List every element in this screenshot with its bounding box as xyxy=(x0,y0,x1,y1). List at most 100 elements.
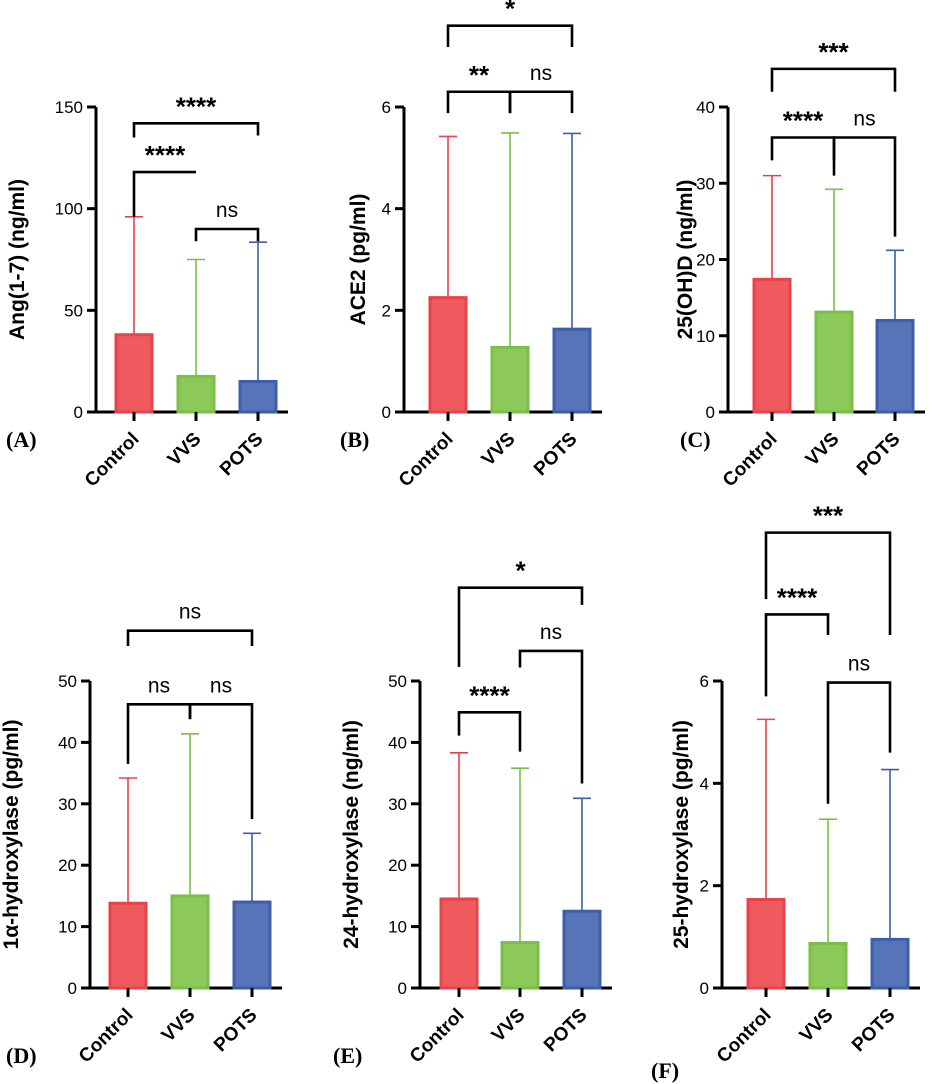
y-tick-label: 4 xyxy=(700,774,709,793)
panel-label: (B) xyxy=(340,427,369,452)
y-tick-label: 30 xyxy=(58,795,77,814)
panel-label: (C) xyxy=(680,427,711,452)
bar-pots[interactable] xyxy=(870,937,910,990)
significance-label: ns xyxy=(853,108,875,131)
panel-label: (A) xyxy=(6,427,37,452)
category-label-control: Control xyxy=(406,1005,469,1068)
significance-bracket xyxy=(764,613,830,697)
bar-control[interactable] xyxy=(108,901,148,990)
y-axis-label: ACE2 (pg/ml) xyxy=(347,194,370,326)
category-label-control: Control xyxy=(395,429,458,492)
bar-vvs[interactable] xyxy=(808,941,848,990)
significance-label: ns xyxy=(210,674,232,697)
bar-vvs[interactable] xyxy=(814,310,854,414)
chart-panel-d: 0 10 20 30 40 50 1α-hydroxylase (pg/ml) Control… xyxy=(0,601,282,1068)
significance-bracket xyxy=(194,227,260,242)
y-tick-label: 0 xyxy=(74,403,83,422)
significance-label: **** xyxy=(783,106,824,136)
y-tick-label: 50 xyxy=(388,672,407,691)
significance-bracket xyxy=(132,170,196,217)
bar-vvs[interactable] xyxy=(500,941,540,990)
significance-bracket xyxy=(126,703,192,764)
y-tick-label: 40 xyxy=(388,733,407,752)
bar-pots[interactable] xyxy=(232,900,272,990)
y-tick-label: 20 xyxy=(58,856,77,875)
y-tick-label: 10 xyxy=(58,918,77,937)
y-axis-label: 1α-hydroxylase (pg/ml) xyxy=(0,720,23,950)
y-axis-label: Ang(1-7) (ng/ml) xyxy=(6,179,29,340)
y-axis-label: 25-hydroxylase (pg/ml) xyxy=(670,720,693,949)
bar-vvs[interactable] xyxy=(170,894,210,990)
category-label-vvs: VVS xyxy=(158,1005,200,1047)
y-tick-label: 50 xyxy=(58,672,77,691)
bar-control[interactable] xyxy=(752,277,792,414)
y-tick-label: 6 xyxy=(382,98,391,117)
significance-label: ns xyxy=(179,601,201,624)
category-label-vvs: VVS xyxy=(164,429,206,471)
y-tick-label: 0 xyxy=(398,979,407,998)
significance-bracket xyxy=(457,711,522,752)
category-label-control: Control xyxy=(719,429,782,492)
significance-label: **** xyxy=(777,582,818,612)
y-tick-label: 0 xyxy=(700,979,709,998)
bar-control[interactable] xyxy=(114,333,154,414)
bar-control[interactable] xyxy=(439,897,479,990)
y-tick-label: 2 xyxy=(700,877,709,896)
category-label-pots: POTS xyxy=(530,429,581,480)
y-tick-label: 2 xyxy=(382,301,391,320)
chart-panel-a: 0 50 100 150 Ang(1-7) (ng/ml) Control VVS POTS *… xyxy=(6,91,288,491)
chart-panel-b: 0 2 4 6 ACE2 (pg/ml) Control VVS POTS ** ns * (B) xyxy=(340,0,602,491)
significance-label: ns xyxy=(848,653,870,676)
category-label-control: Control xyxy=(81,429,144,492)
y-tick-label: 40 xyxy=(696,98,715,117)
panel-label: (F) xyxy=(651,1058,679,1083)
y-tick-label: 30 xyxy=(696,174,715,193)
chart-panel-c: 0 10 20 30 40 25(OH)D (ng/ml) Control VVS POTS **… xyxy=(674,37,925,491)
category-label-control: Control xyxy=(75,1005,138,1068)
significance-bracket xyxy=(446,90,512,114)
bar-vvs[interactable] xyxy=(490,345,530,414)
significance-label: *** xyxy=(813,501,844,531)
significance-bracket xyxy=(457,586,584,667)
panel-label: (E) xyxy=(333,1043,362,1068)
panel-label: (D) xyxy=(6,1043,37,1068)
significance-label: *** xyxy=(818,37,849,67)
y-tick-label: 40 xyxy=(58,733,77,752)
category-label-pots: POTS xyxy=(210,1005,261,1056)
significance-label: * xyxy=(515,556,526,586)
bar-pots[interactable] xyxy=(238,380,278,414)
y-tick-label: 0 xyxy=(382,403,391,422)
significance-bracket xyxy=(826,681,892,804)
significance-label: **** xyxy=(469,680,510,710)
y-tick-label: 10 xyxy=(388,918,407,937)
category-label-pots: POTS xyxy=(216,429,267,480)
bar-pots[interactable] xyxy=(875,319,915,414)
significance-bracket xyxy=(188,703,254,820)
category-label-vvs: VVS xyxy=(488,1005,530,1047)
significance-bracket xyxy=(518,649,584,784)
significance-label: ** xyxy=(469,60,490,90)
bar-vvs[interactable] xyxy=(176,374,216,414)
significance-label: **** xyxy=(176,91,217,121)
significance-bracket xyxy=(508,90,574,114)
y-tick-label: 10 xyxy=(696,327,715,346)
significance-bracket xyxy=(764,531,892,635)
significance-bracket xyxy=(770,67,897,92)
bar-pots[interactable] xyxy=(552,327,592,414)
bar-pots[interactable] xyxy=(562,909,602,990)
y-axis-label: 25(OH)D (ng/ml) xyxy=(674,180,697,340)
significance-bracket xyxy=(132,121,260,138)
significance-label: ns xyxy=(540,621,562,644)
significance-label: ns xyxy=(530,62,552,85)
category-label-vvs: VVS xyxy=(802,429,844,471)
y-tick-label: 20 xyxy=(388,856,407,875)
category-label-pots: POTS xyxy=(853,429,904,480)
y-tick-label: 0 xyxy=(706,403,715,422)
bar-control[interactable] xyxy=(428,296,468,414)
y-tick-label: 100 xyxy=(55,200,83,219)
bar-control[interactable] xyxy=(746,897,786,990)
y-axis-label: 24-hydroxylase (ng/ml) xyxy=(340,720,363,949)
significance-bracket xyxy=(832,136,897,237)
chart-panel-f: 0 2 4 6 25-hydroxylase (pg/ml) Control VVS POTS… xyxy=(651,501,920,1083)
